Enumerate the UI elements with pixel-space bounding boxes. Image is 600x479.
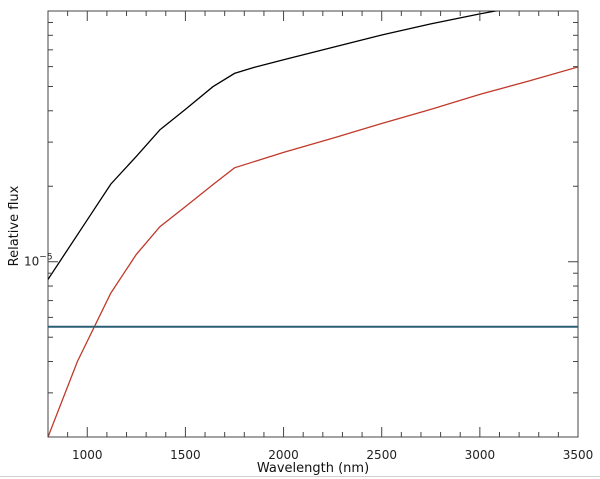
bottom-divider <box>0 476 600 477</box>
series-layer <box>48 11 578 437</box>
series-line-1 <box>48 11 499 280</box>
x-tick-label: 2500 <box>366 448 397 462</box>
y-axis-title: Relative flux <box>7 185 22 266</box>
x-tick-label: 1000 <box>72 448 103 462</box>
x-axis-title: Wavelength (nm) <box>257 461 369 476</box>
x-tick-label: 2000 <box>268 448 299 462</box>
plot-frame <box>47 10 579 438</box>
x-tick-label: 1500 <box>170 448 201 462</box>
y-tick-label: 10−5 <box>24 253 53 269</box>
x-tick-label: 3000 <box>465 448 496 462</box>
series-line-2 <box>48 66 578 437</box>
tick-marks <box>47 10 579 438</box>
y-tick-labels: 10−5 <box>24 253 53 269</box>
x-tick-labels: 1000 1500 2000 2500 3000 3500 <box>72 448 593 462</box>
x-tick-label: 3500 <box>563 448 594 462</box>
